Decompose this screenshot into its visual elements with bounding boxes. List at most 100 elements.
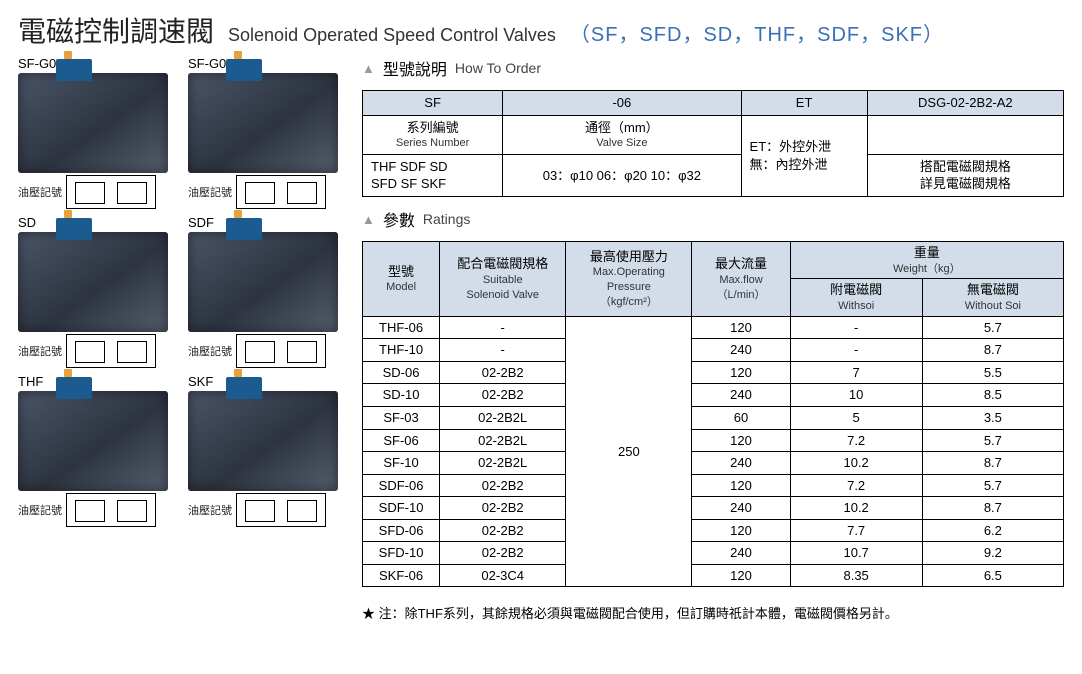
product-label: SF-G06 xyxy=(188,56,348,71)
col-with-cn: 附電磁閥 xyxy=(830,282,882,297)
cell-with: 7.2 xyxy=(790,429,922,452)
cell-flow: 60 xyxy=(692,407,790,430)
cell-with: 7 xyxy=(790,361,922,384)
hto-r2c2a: 通徑（mm） xyxy=(585,120,659,135)
cell-flow: 120 xyxy=(692,519,790,542)
col-with-en: Withsoi xyxy=(795,299,918,314)
page-title-row: 電磁控制調速閥 Solenoid Operated Speed Control … xyxy=(18,10,1064,50)
hydraulic-symbol-icon xyxy=(236,334,326,368)
hto-h4: DSG-02-2B2-A2 xyxy=(867,91,1063,116)
bullet-icon: ▲ xyxy=(362,61,375,76)
hydraulic-symbol-icon xyxy=(66,175,156,209)
cell-with: 10 xyxy=(790,384,922,407)
cell-solenoid: 02-2B2 xyxy=(440,384,566,407)
col-sol-cn: 配合電磁閥規格 xyxy=(457,256,548,271)
cell-without: 8.7 xyxy=(922,452,1063,475)
product-card: SKF油壓記號 xyxy=(188,374,348,527)
hydraulic-symbol-row: 油壓記號 xyxy=(18,334,178,368)
col-model-en: Model xyxy=(367,280,435,295)
cell-model: SD-06 xyxy=(363,361,440,384)
cell-solenoid: 02-2B2 xyxy=(440,361,566,384)
col-w-en: Weight（kg） xyxy=(795,262,1059,277)
ratings-table: 型號 Model 配合電磁閥規格 Suitable Solenoid Valve… xyxy=(362,241,1064,587)
cell-model: SD-10 xyxy=(363,384,440,407)
cell-model: SDF-06 xyxy=(363,474,440,497)
product-image xyxy=(18,73,168,173)
table-row: SD-1002-2B2 240108.5 xyxy=(363,384,1064,407)
table-row: SF-0302-2B2L6053.5 xyxy=(363,407,1064,430)
col-model: 型號 Model xyxy=(363,242,440,317)
cell-with: 7.2 xyxy=(790,474,922,497)
hto-r2c1a: 系列編號 xyxy=(407,120,459,135)
product-card: SD油壓記號 xyxy=(18,215,178,368)
section-how-to-order-head: ▲ 型號說明 How To Order xyxy=(362,56,1064,80)
cell-flow: 240 xyxy=(692,384,790,407)
cell-solenoid: - xyxy=(440,339,566,362)
table-row: SDF-0602-2B21207.25.7 xyxy=(363,474,1064,497)
how-to-order-cn: 型號說明 xyxy=(383,56,447,80)
title-cn: 電磁控制調速閥 xyxy=(18,10,214,50)
hto-r3c2: 03：φ10 06：φ20 10：φ32 xyxy=(503,154,741,196)
gallery-grid: SF-G03油壓記號SF-G06油壓記號SD油壓記號SDF油壓記號THF油壓記號… xyxy=(18,56,348,527)
product-card: SDF油壓記號 xyxy=(188,215,348,368)
product-label: SF-G03 xyxy=(18,56,178,71)
cell-model: SKF-06 xyxy=(363,564,440,587)
hto-r2c2: 通徑（mm） Valve Size xyxy=(503,115,741,154)
cell-without: 8.7 xyxy=(922,497,1063,520)
cell-flow: 120 xyxy=(692,316,790,339)
right-column: ▲ 型號說明 How To Order SF -06 ET DSG-02-2B2… xyxy=(362,56,1064,622)
cell-flow: 120 xyxy=(692,429,790,452)
cell-flow: 240 xyxy=(692,452,790,475)
col-without: 無電磁閥 Without Soi xyxy=(922,279,1063,316)
product-image xyxy=(188,232,338,332)
col-weight: 重量 Weight（kg） xyxy=(790,242,1063,279)
hydraulic-symbol-icon xyxy=(66,493,156,527)
col-flow-cn: 最大流量 xyxy=(715,256,767,271)
section-ratings-head: ▲ 參數 Ratings xyxy=(362,207,1064,231)
col-w-cn: 重量 xyxy=(914,245,940,260)
hto-r3c4a: 搭配電磁閥規格 xyxy=(920,159,1011,174)
cell-flow: 120 xyxy=(692,474,790,497)
cell-model: SFD-06 xyxy=(363,519,440,542)
table-row: SDF-1002-2B224010.28.7 xyxy=(363,497,1064,520)
cell-solenoid: 02-2B2 xyxy=(440,474,566,497)
table-row: SF-0602-2B2L1207.25.7 xyxy=(363,429,1064,452)
hydraulic-symbol-icon xyxy=(236,493,326,527)
table-row: SKF-0602-3C41208.356.5 xyxy=(363,564,1064,587)
hydraulic-symbol-row: 油壓記號 xyxy=(188,175,348,209)
cell-without: 8.7 xyxy=(922,339,1063,362)
hydraulic-symbol-label: 油壓記號 xyxy=(188,502,232,518)
hydraulic-symbol-row: 油壓記號 xyxy=(18,175,178,209)
cell-without: 5.7 xyxy=(922,316,1063,339)
cell-without: 8.5 xyxy=(922,384,1063,407)
cell-with: 10.2 xyxy=(790,452,922,475)
cell-model: SFD-10 xyxy=(363,542,440,565)
cell-without: 5.5 xyxy=(922,361,1063,384)
hydraulic-symbol-label: 油壓記號 xyxy=(188,343,232,359)
title-codes: （SF，SFD，SD，THF，SDF，SKF） xyxy=(570,18,944,47)
hto-r3c4b: 詳見電磁閥規格 xyxy=(920,176,1011,191)
cell-solenoid: 02-2B2L xyxy=(440,452,566,475)
product-gallery: SF-G03油壓記號SF-G06油壓記號SD油壓記號SDF油壓記號THF油壓記號… xyxy=(18,56,348,622)
col-solenoid: 配合電磁閥規格 Suitable Solenoid Valve xyxy=(440,242,566,317)
how-to-order-table: SF -06 ET DSG-02-2B2-A2 系列編號 Series Numb… xyxy=(362,90,1064,197)
hto-r2c4 xyxy=(867,115,1063,154)
cell-solenoid: 02-3C4 xyxy=(440,564,566,587)
hto-r2c3b: 無：內控外泄 xyxy=(750,157,828,172)
main-layout: SF-G03油壓記號SF-G06油壓記號SD油壓記號SDF油壓記號THF油壓記號… xyxy=(18,56,1064,622)
col-pres-en: Max.Operating Pressure （kgf/cm²） xyxy=(570,265,687,310)
col-without-en: Without Soi xyxy=(927,299,1059,314)
table-row: SFD-1002-2B224010.79.2 xyxy=(363,542,1064,565)
table-row: THF-06-250120-5.7 xyxy=(363,316,1064,339)
hto-r2c2b: Valve Size xyxy=(509,136,734,151)
hydraulic-symbol-label: 油壓記號 xyxy=(18,184,62,200)
col-with: 附電磁閥 Withsoi xyxy=(790,279,922,316)
hto-r3c4: 搭配電磁閥規格 詳見電磁閥規格 xyxy=(867,154,1063,196)
cell-solenoid: 02-2B2 xyxy=(440,519,566,542)
col-pres-cn: 最高使用壓力 xyxy=(590,249,668,264)
cell-solenoid: 02-2B2L xyxy=(440,429,566,452)
product-card: SF-G03 油壓記號 xyxy=(18,56,178,209)
cell-pressure: 250 xyxy=(566,316,692,587)
product-card: SF-G06 油壓記號 xyxy=(188,56,348,209)
product-image xyxy=(18,391,168,491)
